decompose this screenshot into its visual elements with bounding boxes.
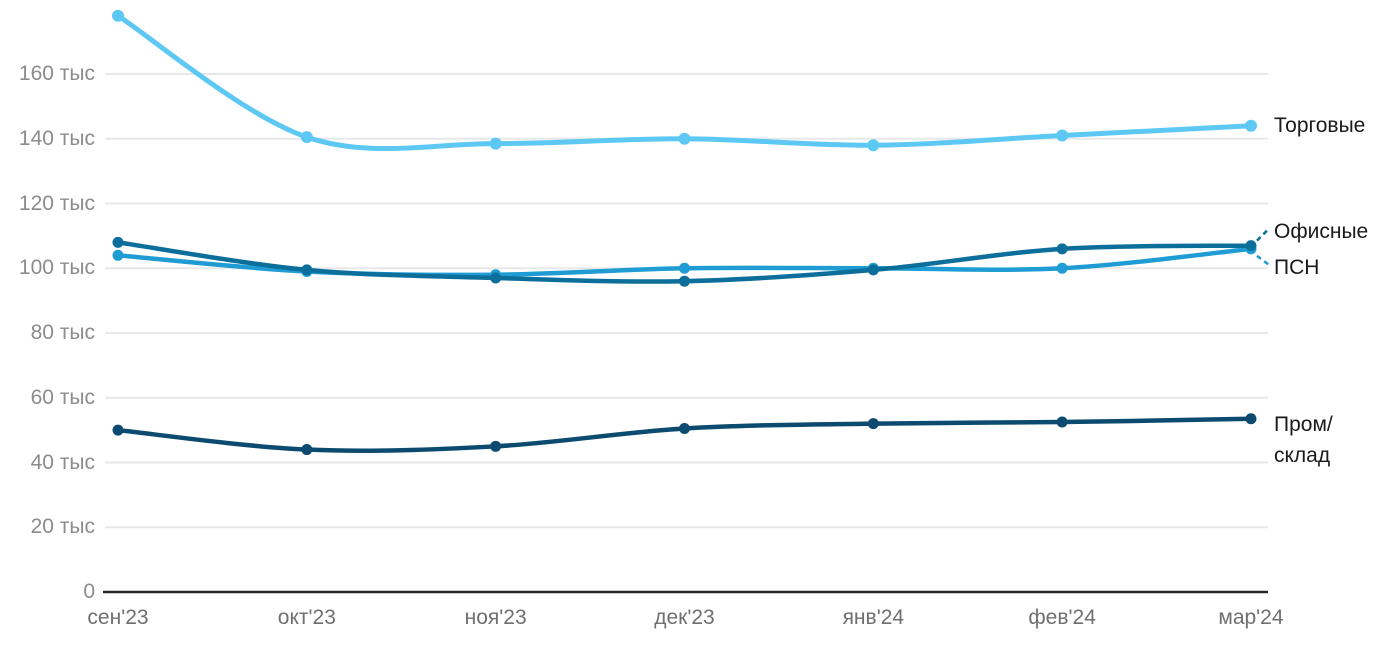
data-point[interactable] [1056,416,1068,428]
y-tick-label: 80 тыс [30,321,95,344]
data-point[interactable] [867,418,879,430]
data-point[interactable] [678,275,690,287]
series-line-0 [115,13,1254,152]
y-tick-label: 0 [83,580,95,603]
data-point[interactable] [1056,243,1068,255]
x-tick-label: янв'24 [842,606,905,629]
series-label-prom-sklad-line2: склад [1274,443,1331,467]
y-tick-label: 160 тыс [18,62,95,85]
data-point[interactable] [300,131,313,144]
series-label-prom-sklad: Пром/ склад [1274,409,1333,471]
data-point[interactable] [490,440,502,452]
data-point[interactable] [1244,119,1257,132]
data-point[interactable] [112,249,124,261]
data-point[interactable] [1245,413,1257,425]
data-point[interactable] [490,272,502,284]
data-point[interactable] [678,423,690,435]
data-point[interactable] [1056,129,1069,142]
data-point[interactable] [112,236,124,248]
data-point[interactable] [301,444,313,456]
x-tick-label: ноя'23 [464,606,527,629]
x-tick-label: мар'24 [1218,606,1284,629]
x-tick-label: фев'24 [1028,606,1096,629]
leader-line-ofisnye [1256,227,1270,242]
data-point[interactable] [489,137,502,150]
data-point[interactable] [867,139,880,152]
x-tick-label: сен'23 [87,606,149,629]
data-point[interactable] [867,264,879,276]
series-label-psn: ПСН [1274,255,1320,279]
x-tick-label: окт'23 [277,606,336,629]
series-label-torgovye: Торговые [1274,113,1366,137]
y-tick-label: 20 тыс [30,515,95,539]
data-point[interactable] [301,264,313,276]
leader-line-psn [1256,254,1270,266]
y-tick-label: 60 тыс [30,385,95,409]
series-label-ofisnye: Офисные [1274,219,1369,243]
y-tick-label: 120 тыс [18,191,95,215]
data-point[interactable] [112,9,124,22]
data-point[interactable] [1245,240,1257,252]
y-tick-label: 40 тыс [30,450,95,474]
y-tick-label: 100 тыс [18,256,95,280]
data-point[interactable] [678,262,690,274]
data-point[interactable] [678,132,691,145]
data-point[interactable] [112,424,124,436]
data-point[interactable] [1056,262,1068,274]
x-tick-label: дек'23 [654,606,715,629]
series-label-prom-sklad-line1: Пром/ [1274,412,1333,436]
y-tick-label: 140 тыс [18,126,95,150]
series-line-1 [115,240,1254,284]
